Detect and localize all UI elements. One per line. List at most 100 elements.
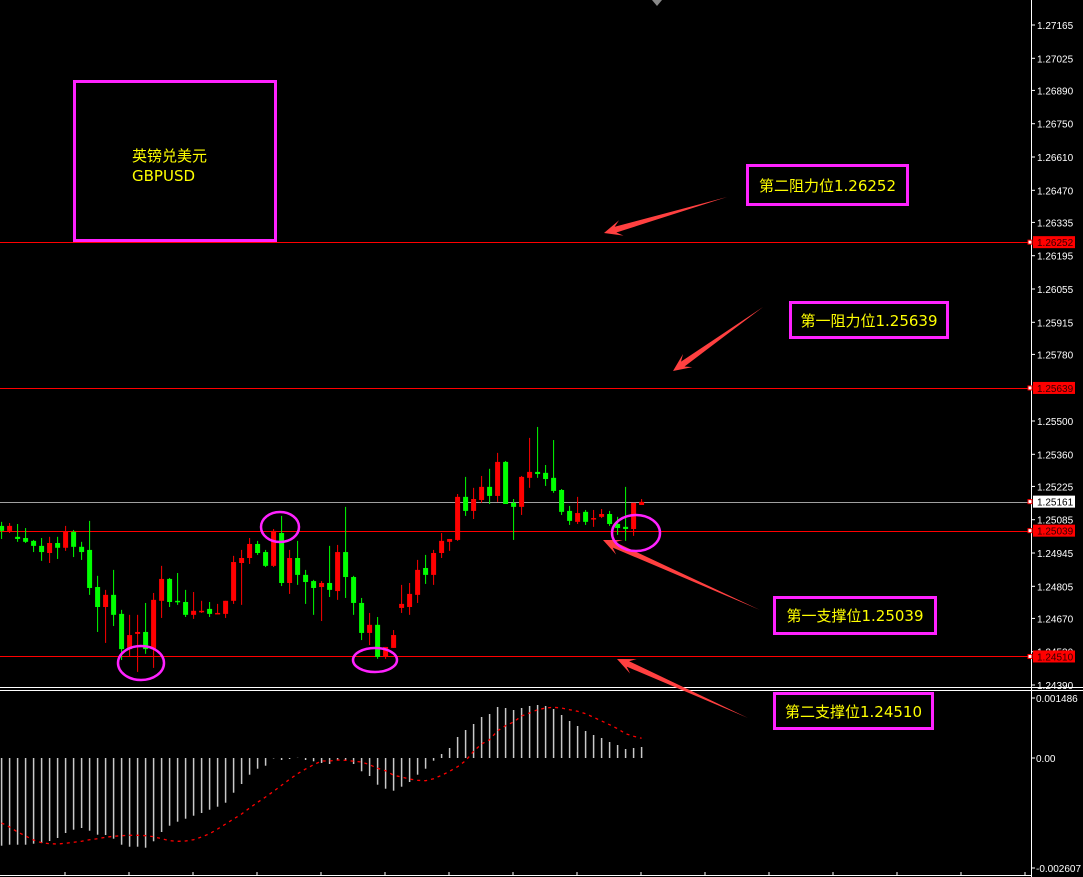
candle-up — [431, 553, 437, 575]
candle-up — [199, 610, 205, 613]
macd-signal-line — [1, 706, 642, 845]
candle-down — [0, 525, 5, 531]
candle-up — [599, 513, 605, 517]
price-tick-label: 1.24390 — [1037, 681, 1074, 692]
candle-down — [175, 600, 181, 603]
candle-down — [183, 602, 189, 615]
price-tag-marker — [1027, 239, 1033, 245]
arrow-icon — [603, 540, 760, 610]
candle-up — [47, 543, 53, 554]
macd-tick-label: 0.00 — [1036, 754, 1056, 765]
price-tick-label: 1.24670 — [1037, 614, 1074, 625]
candle-down — [31, 540, 37, 546]
price-tick-label: 1.25780 — [1037, 350, 1074, 361]
candle-up — [287, 558, 293, 583]
candle-up — [215, 612, 221, 615]
support-1-label: 第一支撑位1.25039 — [773, 596, 937, 635]
candle-down — [503, 461, 509, 505]
price-tick-label: 1.25085 — [1037, 516, 1074, 527]
candle-up — [415, 569, 421, 595]
candle-up — [135, 631, 141, 634]
candle-down — [583, 511, 589, 522]
candle-down — [39, 545, 45, 553]
candle-down — [487, 486, 493, 496]
candle-down — [79, 546, 85, 553]
candle-up — [159, 578, 165, 601]
price-tick-label: 1.26750 — [1037, 120, 1074, 131]
price-tick-label: 1.27165 — [1037, 21, 1074, 32]
price-tag-marker — [1027, 528, 1033, 534]
chart-shift-marker-icon — [652, 0, 662, 6]
candle-down — [263, 552, 269, 566]
price-tag — [1033, 524, 1075, 537]
price-tick-label: 1.26195 — [1037, 252, 1074, 263]
price-tick-label: 1.27025 — [1037, 54, 1074, 65]
candle-down — [55, 543, 61, 548]
candle-down — [615, 523, 621, 529]
candle-down — [255, 543, 261, 554]
price-tag-label: 1.24510 — [1037, 652, 1074, 663]
candle-down — [327, 582, 333, 590]
candle-up — [591, 518, 597, 520]
candle-down — [543, 472, 549, 480]
candle-down — [551, 477, 557, 491]
candle-up — [335, 552, 341, 592]
price-tick-label: 1.25915 — [1037, 318, 1074, 329]
price-tick-label: 1.26470 — [1037, 186, 1074, 197]
macd-panel — [0, 705, 643, 848]
price-tag-label: 1.25161 — [1037, 498, 1074, 509]
price-tag-marker — [1027, 499, 1033, 505]
candle-up — [447, 538, 453, 542]
price-tag-label: 1.26252 — [1037, 238, 1074, 249]
candle-down — [535, 471, 541, 475]
candle-down — [15, 536, 21, 539]
symbol-name: GBPUSD — [132, 167, 196, 185]
price-tag-label: 1.25639 — [1037, 384, 1074, 395]
highlight-circle — [610, 513, 662, 553]
candle-up — [495, 461, 501, 496]
candle-up — [103, 594, 109, 607]
candle-down — [143, 631, 149, 650]
macd-tick-label: -0.002607 — [1036, 864, 1081, 875]
price-tick-label: 1.25500 — [1037, 417, 1074, 428]
candle-down — [559, 489, 565, 512]
candle-up — [407, 593, 413, 607]
candle-down — [295, 558, 301, 575]
candle-up — [575, 513, 581, 522]
candle-up — [367, 624, 373, 633]
candle-up — [127, 635, 133, 650]
arrow-icon — [617, 659, 748, 718]
candle-up — [63, 531, 69, 548]
level-lines — [0, 242, 1031, 657]
price-tag-marker — [1027, 385, 1033, 391]
candle-up — [247, 543, 253, 559]
candle-up — [7, 525, 13, 531]
price-tag-marker — [1027, 653, 1033, 659]
candle-down — [111, 594, 117, 615]
candle-up — [455, 496, 461, 540]
candle-up — [391, 635, 397, 648]
price-tick-label: 1.25360 — [1037, 450, 1074, 461]
price-tick-label: 1.24805 — [1037, 582, 1074, 593]
candle-down — [311, 581, 317, 588]
macd-tick-label: 0.001486 — [1036, 694, 1078, 705]
symbol-name-cn: 英镑兑美元 — [132, 147, 208, 165]
candle-down — [23, 538, 29, 542]
arrow-icon — [673, 307, 763, 371]
candle-up — [151, 599, 157, 650]
candle-down — [375, 624, 381, 657]
highlight-circle — [259, 510, 301, 544]
candle-down — [71, 531, 77, 547]
candle-down — [207, 608, 213, 614]
highlight-circle — [351, 646, 399, 674]
candle-up — [271, 530, 277, 566]
support-2-label: 第二支撑位1.24510 — [773, 692, 934, 730]
candle-down — [119, 613, 125, 650]
candle-up — [639, 501, 645, 505]
price-tick-label: 1.24945 — [1037, 549, 1074, 560]
price-tick-label: 1.25225 — [1037, 482, 1074, 493]
candle-up — [319, 582, 325, 588]
candle-up — [439, 540, 445, 554]
